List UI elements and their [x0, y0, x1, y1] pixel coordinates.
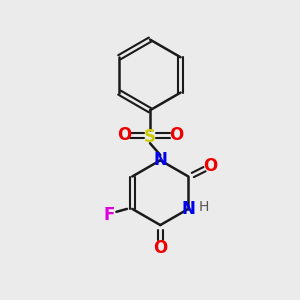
Text: O: O — [169, 126, 183, 144]
Text: O: O — [117, 126, 131, 144]
Text: F: F — [104, 206, 115, 224]
Text: H: H — [199, 200, 209, 214]
Text: N: N — [153, 151, 167, 169]
Text: N: N — [182, 200, 195, 218]
Text: O: O — [203, 157, 218, 175]
Text: S: S — [144, 128, 156, 146]
Text: O: O — [153, 239, 167, 257]
